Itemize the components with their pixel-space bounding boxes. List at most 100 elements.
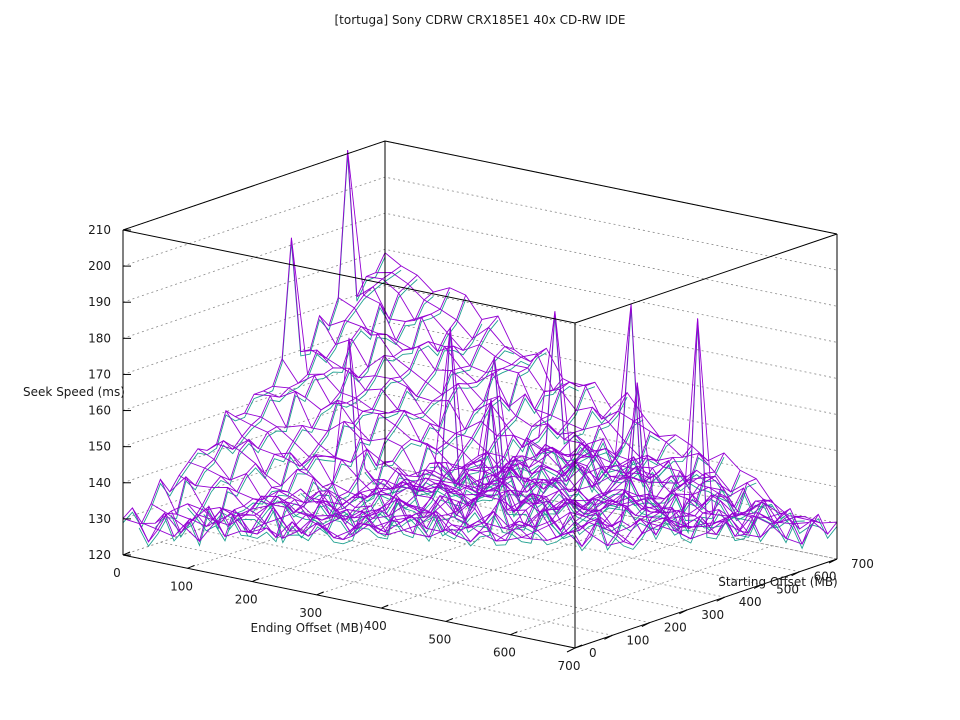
surface-line-start (244, 412, 697, 543)
z-gridline (122, 357, 838, 452)
y-tick-label: 600 (814, 570, 837, 584)
z-tick-label: 120 (88, 548, 111, 562)
z-gridline (122, 212, 838, 307)
x-tick-mark (316, 591, 324, 596)
z-tick-label: 210 (88, 223, 111, 237)
x-tick-label: 100 (170, 579, 193, 593)
surface-line-end (122, 150, 386, 524)
surface-mesh (122, 150, 838, 548)
underside-line-end (461, 457, 725, 532)
underside-line-end (138, 269, 402, 548)
z-gridline (122, 176, 838, 271)
surface-line-start (188, 461, 641, 539)
y-tick-label: 400 (739, 595, 762, 609)
surface-line-start (384, 252, 838, 524)
x-tick-mark (187, 564, 195, 569)
surface-line-start (122, 337, 576, 525)
y-axis-ticks: 0 100 200 300 400 500 600 700 (566, 557, 874, 660)
z-tick-label: 200 (88, 259, 111, 273)
x-tick-mark (251, 578, 260, 583)
underside-line-end (267, 360, 531, 545)
box-frame (122, 140, 838, 649)
back-grid (122, 140, 838, 649)
surface-line-start (375, 272, 828, 535)
chart-title: [tortuga] Sony CDRW CRX185E1 40x CD-RW I… (335, 13, 626, 27)
y-axis-label: Starting Offset (MB) (718, 575, 838, 589)
surface-line-end (138, 265, 402, 543)
x-tick-label: 700 (558, 659, 581, 673)
x-tick-mark (574, 644, 583, 649)
x-tick-label: 200 (235, 593, 258, 607)
z-gridline (122, 321, 838, 415)
underside-line-end (413, 438, 676, 552)
x-axis-ticks: 0 100 200 300 400 500 600 700 (113, 551, 583, 673)
surface-line-start (235, 416, 688, 538)
x-tick-mark (381, 604, 389, 609)
surface-line-start (328, 311, 782, 536)
y-tick-mark (641, 622, 651, 628)
surface-line-start (141, 443, 594, 538)
y-floor-gridline (160, 541, 613, 636)
z-tick-label: 190 (88, 295, 111, 309)
y-tick-mark (716, 596, 725, 602)
y-tick-mark (604, 634, 613, 640)
frame-edge (384, 140, 838, 235)
frame-edge (122, 554, 576, 649)
underside-line-end (235, 320, 499, 544)
surface-line-start (131, 441, 585, 543)
z-tick-label: 170 (88, 367, 111, 381)
surface-line-start (356, 286, 809, 538)
x-floor-gridline (252, 492, 515, 582)
z-gridline (122, 140, 838, 235)
surface-line-start (300, 349, 753, 546)
underside-line-end (219, 323, 483, 543)
x-tick-label: 400 (364, 619, 387, 633)
surface-line-start (272, 327, 725, 541)
underside-line-end (316, 385, 579, 543)
x-floor-gridline (510, 545, 773, 636)
x-axis-label: Ending Offset (MB) (251, 621, 364, 635)
z-axis-label: Seek Speed (ms) (23, 385, 125, 399)
z-gridline (122, 285, 838, 379)
underside-line-end (348, 315, 612, 547)
y-tick-mark (566, 647, 576, 653)
frame-edge (574, 558, 838, 649)
z-axis-ticks: 120 130 140 150 160 170 180 190 200 210 (88, 223, 131, 562)
surface-line-start (253, 393, 707, 542)
z-tick-label: 130 (88, 512, 111, 526)
surface-line-start (366, 276, 819, 545)
frame-edge (574, 233, 838, 324)
x-floor-gridline (381, 518, 644, 609)
surface-line-start (347, 150, 800, 538)
surface-line-start (281, 358, 735, 539)
y-tick-label: 200 (664, 621, 687, 635)
x-floor-gridline (316, 505, 579, 596)
x-tick-label: 600 (493, 646, 516, 660)
y-floor-gridline (272, 503, 725, 598)
surface-line-start (169, 446, 623, 539)
underside-line-end (510, 322, 773, 542)
x-tick-mark (445, 617, 454, 622)
underside-line-end (381, 419, 644, 544)
y-tick-label: 500 (776, 582, 799, 596)
frame-edge (122, 140, 386, 231)
y-tick-label: 300 (701, 608, 724, 622)
surface-line-start (319, 315, 772, 540)
z-tick-label: 160 (88, 404, 111, 418)
frame-edge (122, 229, 576, 324)
underside-line-end (203, 299, 467, 537)
surface-line-end (235, 315, 499, 540)
x-floor-gridline (187, 478, 450, 569)
surface-line-start (337, 297, 791, 528)
y-tick-mark (679, 609, 688, 615)
x-floor-gridline (122, 465, 386, 556)
x-tick-label: 0 (113, 566, 121, 580)
y-tick-mark (753, 583, 763, 589)
y-tick-label: 0 (589, 646, 597, 660)
x-tick-label: 500 (428, 632, 451, 646)
z-tick-label: 140 (88, 476, 111, 490)
y-tick-mark (828, 558, 838, 564)
y-tick-label: 700 (851, 557, 874, 571)
surface-line-start (290, 237, 744, 548)
